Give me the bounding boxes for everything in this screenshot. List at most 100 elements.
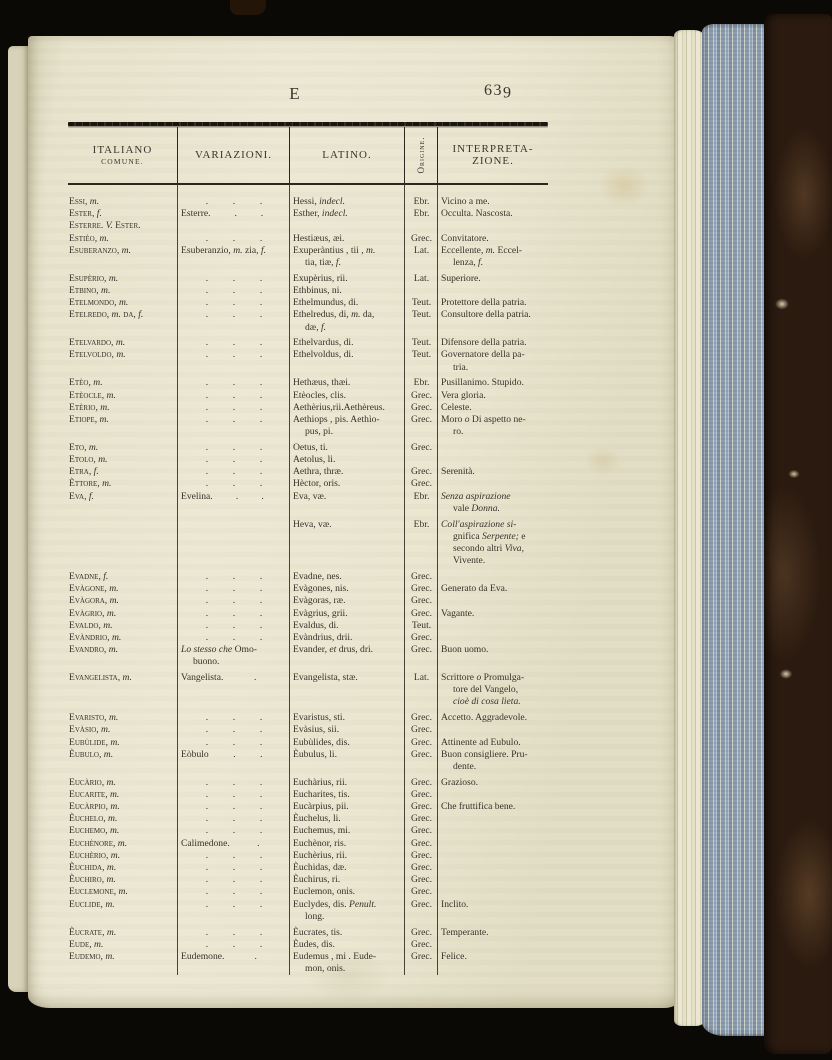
cell-variazioni: ... bbox=[178, 196, 290, 208]
cell-origine: Lat. bbox=[413, 272, 430, 284]
ditto-dots: ... bbox=[205, 724, 263, 736]
table-row: Èucrate, m.... Èucrates, tis. Grec. Tempera… bbox=[68, 927, 548, 939]
cell-italiano: Evaldo, m. bbox=[69, 619, 113, 631]
cell-italiano: Eubùlide, m. bbox=[69, 736, 120, 748]
cell-interpretazione: Generato da Eva. bbox=[441, 583, 508, 595]
cell-latino: Evàgrius, grii. bbox=[293, 607, 348, 619]
cell-origine: Grec. bbox=[410, 950, 433, 962]
cell-latino: Euchàrius, rii. bbox=[293, 776, 348, 788]
cell-variazioni: ... bbox=[178, 712, 290, 724]
cell-italiano: Esuberanzo, m. bbox=[69, 244, 131, 256]
ditto-dots: ... bbox=[205, 825, 263, 837]
table-row: Evaristo, m.... Evaristus, sti. Grec. Accet… bbox=[68, 712, 548, 724]
cell-italiano: Èuchida, m. bbox=[69, 862, 117, 874]
cell-variazioni: Evelina... bbox=[178, 491, 290, 503]
table-row: Eude, m.... Èudes, dis. Grec. bbox=[68, 939, 548, 951]
ditto-dots: ... bbox=[205, 788, 263, 800]
cell-italiano: Evàgora, m. bbox=[69, 595, 119, 607]
cell-origine: Grec. bbox=[410, 441, 433, 453]
cell-latino: Èudes, dis. bbox=[293, 938, 335, 950]
table-row: Etolo, m.... Aetolus, li. bbox=[68, 454, 548, 466]
table-row: Eucarite, m.... Eucharites, tis. Grec. bbox=[68, 789, 548, 801]
cell-interpretazione: Grazioso. bbox=[441, 776, 479, 788]
cell-latino: Exuperàntius , tii , m. tia, tiæ, f. bbox=[293, 244, 376, 269]
header-latino: LATINO. bbox=[290, 127, 405, 183]
page-number: 639 bbox=[484, 82, 513, 102]
section-letter-heading: E bbox=[289, 84, 301, 103]
cell-variazioni: ... bbox=[178, 632, 290, 644]
cell-latino: Èuchirus, ri. bbox=[293, 874, 341, 886]
ditto-dots: ... bbox=[205, 284, 263, 296]
header-italiano: ITALIANO COMUNE. bbox=[68, 127, 178, 183]
cell-latino: Exupèrius, rii. bbox=[293, 272, 348, 284]
table-row: Etèocle, m.... Etèocles, clis. Grec. Vera g… bbox=[68, 390, 548, 402]
cell-italiano: Èuchelo, m. bbox=[69, 813, 118, 825]
cell-origine: Grec. bbox=[410, 748, 433, 760]
table-body: Essi, m.... Hessi, indecl. Ebr. Vicino a me… bbox=[68, 185, 548, 976]
table-row: Èuchiro, m.... Èuchirus, ri. Grec. bbox=[68, 874, 548, 886]
cell-variazioni: ... bbox=[178, 874, 290, 886]
cell-variazioni: ... bbox=[178, 390, 290, 402]
cell-latino: Evàgones, nis. bbox=[293, 583, 349, 595]
ditto-dots: ... bbox=[205, 454, 263, 466]
table-top-rule bbox=[68, 122, 548, 126]
cell-italiano: Etelvardo, m. bbox=[69, 337, 126, 349]
cell-origine: Ebr. bbox=[413, 208, 430, 220]
cell-variazioni: ... bbox=[178, 309, 290, 321]
cell-italiano: Evadne, f. bbox=[69, 570, 109, 582]
table-row: Eubùlide, m.... Eubùlides, dis. Grec. Attin… bbox=[68, 737, 548, 749]
ditto-dots: ... bbox=[205, 736, 263, 748]
book-cover-edge bbox=[764, 14, 832, 1054]
table-row: Estièo, m.... Hestiæus, æi. Grec. Convitato… bbox=[68, 233, 548, 245]
table-row: Eucàrio, m.... Euchàrius, rii. Grec. Grazio… bbox=[68, 777, 548, 789]
ditto-dots: ... bbox=[205, 337, 263, 349]
cell-italiano: Etèrio, m. bbox=[69, 401, 110, 413]
cell-interpretazione: Senza aspirazione vale Donna. bbox=[441, 490, 511, 514]
cell-origine: Ebr. bbox=[413, 196, 430, 207]
table-header-row: ITALIANO COMUNE. VARIAZIONI. LATINO. Ori… bbox=[68, 127, 548, 185]
cell-italiano: Esupèrio, m. bbox=[69, 272, 119, 284]
cell-italiano: Etolo, m. bbox=[69, 454, 108, 466]
cell-italiano: Eto, m. bbox=[69, 441, 99, 453]
cell-variazioni: ... bbox=[178, 273, 290, 285]
cell-variazioni: ... bbox=[178, 571, 290, 583]
cell-italiano: Eude, m. bbox=[69, 938, 104, 950]
cell-italiano: Eucarite, m. bbox=[69, 788, 120, 800]
cell-italiano: Evandro, m. bbox=[69, 644, 119, 656]
names-table: ITALIANO COMUNE. VARIAZIONI. LATINO. Ori… bbox=[68, 122, 548, 976]
cell-italiano: Etelvoldo, m. bbox=[69, 349, 126, 361]
table-row: Evàgora, m.... Evàgoras, ræ. Grec. bbox=[68, 595, 548, 607]
table-row: Euchèrio, m.... Euchèrius, rii. Grec. bbox=[68, 850, 548, 862]
ditto-dots: ... bbox=[205, 595, 263, 607]
cell-italiano: Eudemo, m. bbox=[69, 950, 115, 962]
ditto-dots: ... bbox=[205, 377, 263, 389]
cell-latino: Evangelista, stæ. bbox=[293, 672, 358, 684]
cell-variazioni: ... bbox=[178, 608, 290, 620]
ditto-dots: ... bbox=[205, 413, 263, 425]
cell-origine: Grec. bbox=[410, 776, 433, 788]
table-row: Evàgone, m.... Evàgones, nis. Grec. Generat… bbox=[68, 583, 548, 595]
table-row: Heva, væ. Ebr. Coll'aspirazione si-gnifica… bbox=[68, 519, 548, 568]
cell-latino: Evàsius, sii. bbox=[293, 724, 340, 736]
table-row: Euclemone, m.... Euclemon, onis. Grec. bbox=[68, 886, 548, 898]
table-row: Etbino, m.... Ethbinus, ni. bbox=[68, 285, 548, 297]
cell-variazioni: ... bbox=[178, 850, 290, 862]
cell-latino: Eucàrpius, pii. bbox=[293, 801, 349, 813]
cell-latino: Eva, væ. bbox=[293, 490, 327, 502]
cell-variazioni: Calimedone.. bbox=[178, 838, 290, 850]
cell-origine: Grec. bbox=[410, 874, 433, 886]
cell-variazioni: ... bbox=[178, 595, 290, 607]
column-rule bbox=[177, 185, 178, 976]
cell-latino: Ethelredus, di, m. da, dæ, f. bbox=[293, 309, 375, 333]
cell-italiano: Eucàrpio, m. bbox=[69, 801, 120, 813]
cell-latino: Euchènor, ris. bbox=[293, 837, 347, 849]
ditto-dots: ... bbox=[205, 938, 263, 950]
ditto-dots: ... bbox=[205, 607, 263, 619]
table-row: Evadne, f.... Evadne, nes. Grec. bbox=[68, 571, 548, 583]
cell-italiano: Evàgrio, m. bbox=[69, 607, 117, 619]
cell-interpretazione: Accetto. Aggradevole. bbox=[441, 712, 528, 724]
cell-origine: Grec. bbox=[410, 736, 433, 748]
cell-origine: Grec. bbox=[410, 478, 433, 490]
cell-interpretazione: Attinente ad Eubulo. bbox=[441, 736, 521, 748]
cell-latino: Hethæus, thæi. bbox=[293, 377, 351, 389]
